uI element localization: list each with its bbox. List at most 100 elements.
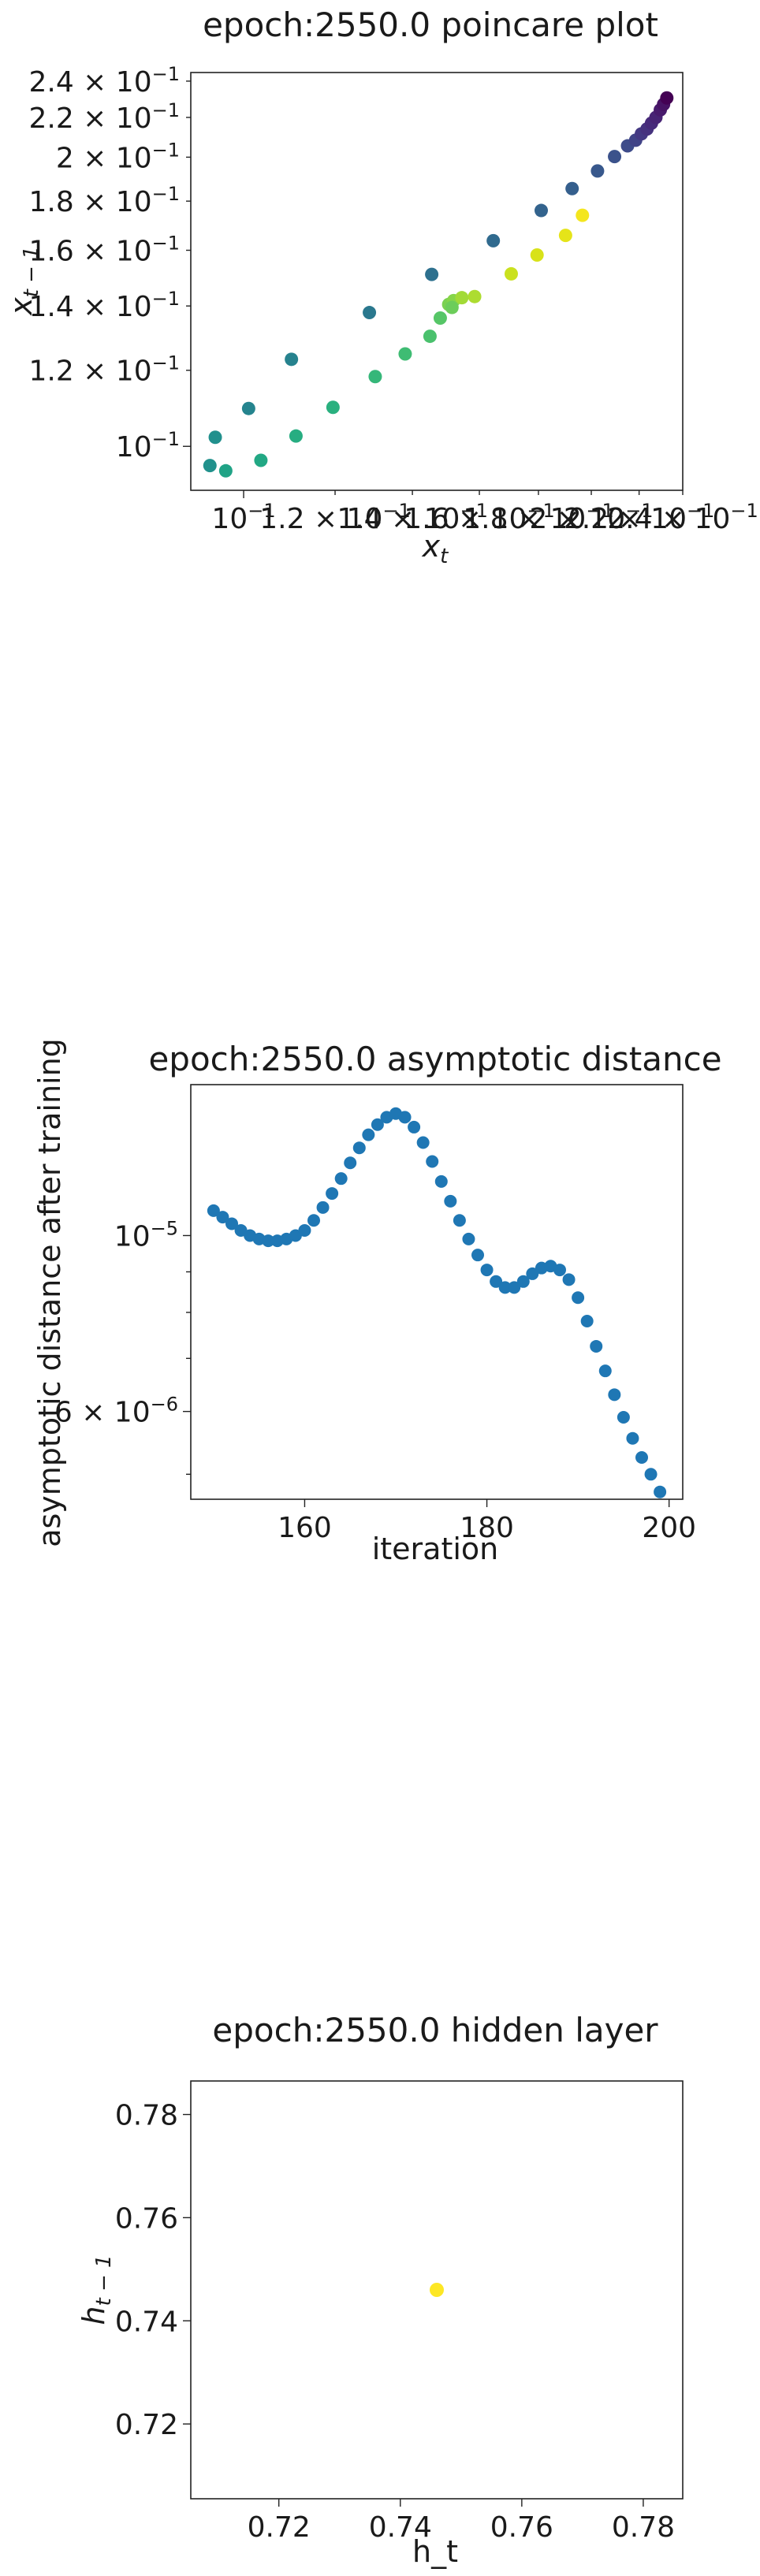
chart1-x-tick-label-exponent: −1: [586, 500, 613, 522]
chart2-data-point: [562, 1273, 576, 1286]
chart2-data-point: [362, 1128, 375, 1141]
chart1-y-tick-label-mantissa: 2.4 × 10: [28, 66, 151, 99]
chart3-x-tick-label: 0.72: [248, 2511, 311, 2544]
chart1-points: [203, 91, 674, 478]
chart3-y-tick-label: 0.74: [115, 2306, 178, 2338]
chart1-title: epoch:2550.0 poincare plot: [203, 6, 658, 44]
chart2-data-point: [526, 1267, 539, 1280]
chart2-data-point: [498, 1281, 512, 1294]
chart2-data-point: [444, 1194, 457, 1208]
chart1-data-point: [254, 453, 268, 467]
chart1-data-point: [455, 291, 469, 305]
chart1-y-tick-label-exponent: −1: [152, 352, 180, 374]
chart2-data-point: [334, 1172, 348, 1186]
chart1-y-tick-label-exponent: −1: [152, 288, 180, 310]
chart2-data-point: [316, 1201, 330, 1214]
chart2-data-point: [262, 1234, 275, 1248]
chart2-data-point: [572, 1291, 585, 1305]
chart2-data-point: [471, 1249, 484, 1262]
chart1-data-point: [289, 429, 303, 443]
chart1-data-point: [486, 233, 501, 248]
chart1-y-tick-label-mantissa: 2.2 × 10: [28, 102, 151, 135]
chart1-x-tick-label: 1.6 × 10−1: [404, 500, 555, 535]
chart2-data-point: [462, 1232, 475, 1245]
chart1-y-tick-label-mantissa: 1.4 × 10: [28, 291, 151, 323]
chart1-x-axis-label: xt: [422, 529, 449, 568]
chart2-plot-frame: [190, 1084, 684, 1500]
chart3-plot-frame: [190, 2080, 684, 2500]
chart2-title: epoch:2550.0 asymptotic distance: [148, 1040, 721, 1078]
chart1-y-tick-label-exponent: −1: [152, 63, 180, 85]
chart1-y-tick-label-mantissa: 10: [116, 431, 152, 463]
chart2-ticks: 160 180 200 10−5 6 × 10−6: [54, 1217, 696, 1544]
chart2-data-point: [216, 1211, 229, 1224]
chart2-data-point: [490, 1275, 503, 1288]
chart1-x-tick-label-mantissa: 1.6 × 10: [404, 503, 527, 535]
chart2-data-point: [590, 1339, 603, 1353]
chart1-data-point: [423, 329, 437, 344]
chart1-x-tick-label-exponent: −1: [730, 500, 758, 522]
chart1-x-tick-label-mantissa: 2.2 × 10: [564, 503, 687, 535]
chart1-x-tick-label-mantissa: 2 × 10: [529, 503, 625, 535]
chart1-data-point: [565, 181, 579, 195]
chart1-y-tick-label: 2.2 × 10−1: [28, 99, 180, 135]
chart1-x-tick-label-mantissa: 2.4 × 10: [607, 503, 730, 535]
chart1-x-tick-label-exponent: −1: [625, 500, 653, 522]
chart1-x-tick-label: 1.2 × 10−1: [259, 500, 411, 535]
chart2-data-point: [426, 1155, 439, 1168]
chart1-y-tick-label: 2 × 10−1: [56, 139, 180, 174]
chart2-x-tick-label: 200: [642, 1512, 696, 1544]
chart2-data-point: [307, 1214, 320, 1227]
chart2-data-point: [408, 1120, 421, 1134]
chart1-y-tick-label-exponent: −1: [152, 232, 180, 254]
chart2-data-point: [416, 1136, 430, 1149]
chart1-data-point: [433, 311, 447, 326]
chart2-data-point: [326, 1187, 339, 1201]
chart2-data-point: [635, 1450, 648, 1464]
chart1-x-tick-label: 1.8 × 10−1: [463, 500, 614, 535]
chart1-data-point: [218, 463, 233, 478]
chart2-data-point: [352, 1141, 366, 1155]
chart1-plot-frame: [190, 72, 684, 491]
chart2-data-point: [398, 1111, 412, 1124]
chart2-points: [207, 1107, 667, 1498]
chart1-data-point: [576, 208, 590, 222]
chart1-y-tick-label-mantissa: 1.8 × 10: [28, 186, 151, 218]
chart1-data-point: [660, 91, 674, 105]
chart1-y-tick-label-exponent: −1: [152, 428, 180, 450]
chart2-data-point: [644, 1468, 658, 1481]
chart2-data-point: [508, 1281, 521, 1294]
chart1-y-axis-label: xt − 1: [4, 246, 43, 316]
chart2-y-tick-label-mantissa: 6 × 10: [54, 1397, 151, 1429]
chart1-data-point: [363, 306, 377, 320]
chart1-data-point: [530, 248, 544, 262]
chart1-x-tick-label: 1.4 × 10−1: [337, 500, 488, 535]
chart2-data-point: [480, 1264, 494, 1277]
chart1-y-tick-label: 1.8 × 10−1: [28, 183, 180, 218]
chart2-data-point: [344, 1156, 357, 1170]
chart1-y-tick-label-mantissa: 1.2 × 10: [28, 356, 151, 388]
chart1-data-point: [445, 300, 459, 315]
chart2-data-point: [654, 1485, 667, 1498]
chart2-data-point: [453, 1214, 466, 1227]
chart1-y-tick-label: 1.4 × 10−1: [28, 288, 180, 323]
chart2-data-point: [617, 1410, 630, 1424]
chart1-data-point: [285, 352, 299, 367]
chart1-x-tick-label-mantissa: 10: [211, 503, 248, 535]
chart1-x-tick-label-mantissa: 1.4 × 10: [337, 503, 460, 535]
chart3-points: [430, 2283, 444, 2297]
chart2-data-point: [516, 1275, 530, 1288]
chart1-data-point: [326, 400, 340, 415]
chart2-data-point: [580, 1315, 594, 1328]
chart1-x-tick-label-exponent: −1: [248, 500, 275, 522]
chart1-x-tick-label: 10−1: [211, 500, 275, 535]
chart2-y-tick-label: 10−5: [114, 1217, 178, 1253]
chart3-title: epoch:2550.0 hidden layer: [212, 2011, 658, 2049]
chart1-ticks: 10−11.2 × 10−11.4 × 10−11.6 × 10−11.8 × …: [28, 63, 758, 535]
chart2-data-point: [434, 1174, 448, 1188]
chart2-data-point: [608, 1388, 621, 1402]
chart2-data-point: [598, 1364, 612, 1378]
chart1-x-tick-label-exponent: −1: [687, 500, 714, 522]
chart1-y-tick-label: 1.2 × 10−1: [28, 352, 180, 388]
